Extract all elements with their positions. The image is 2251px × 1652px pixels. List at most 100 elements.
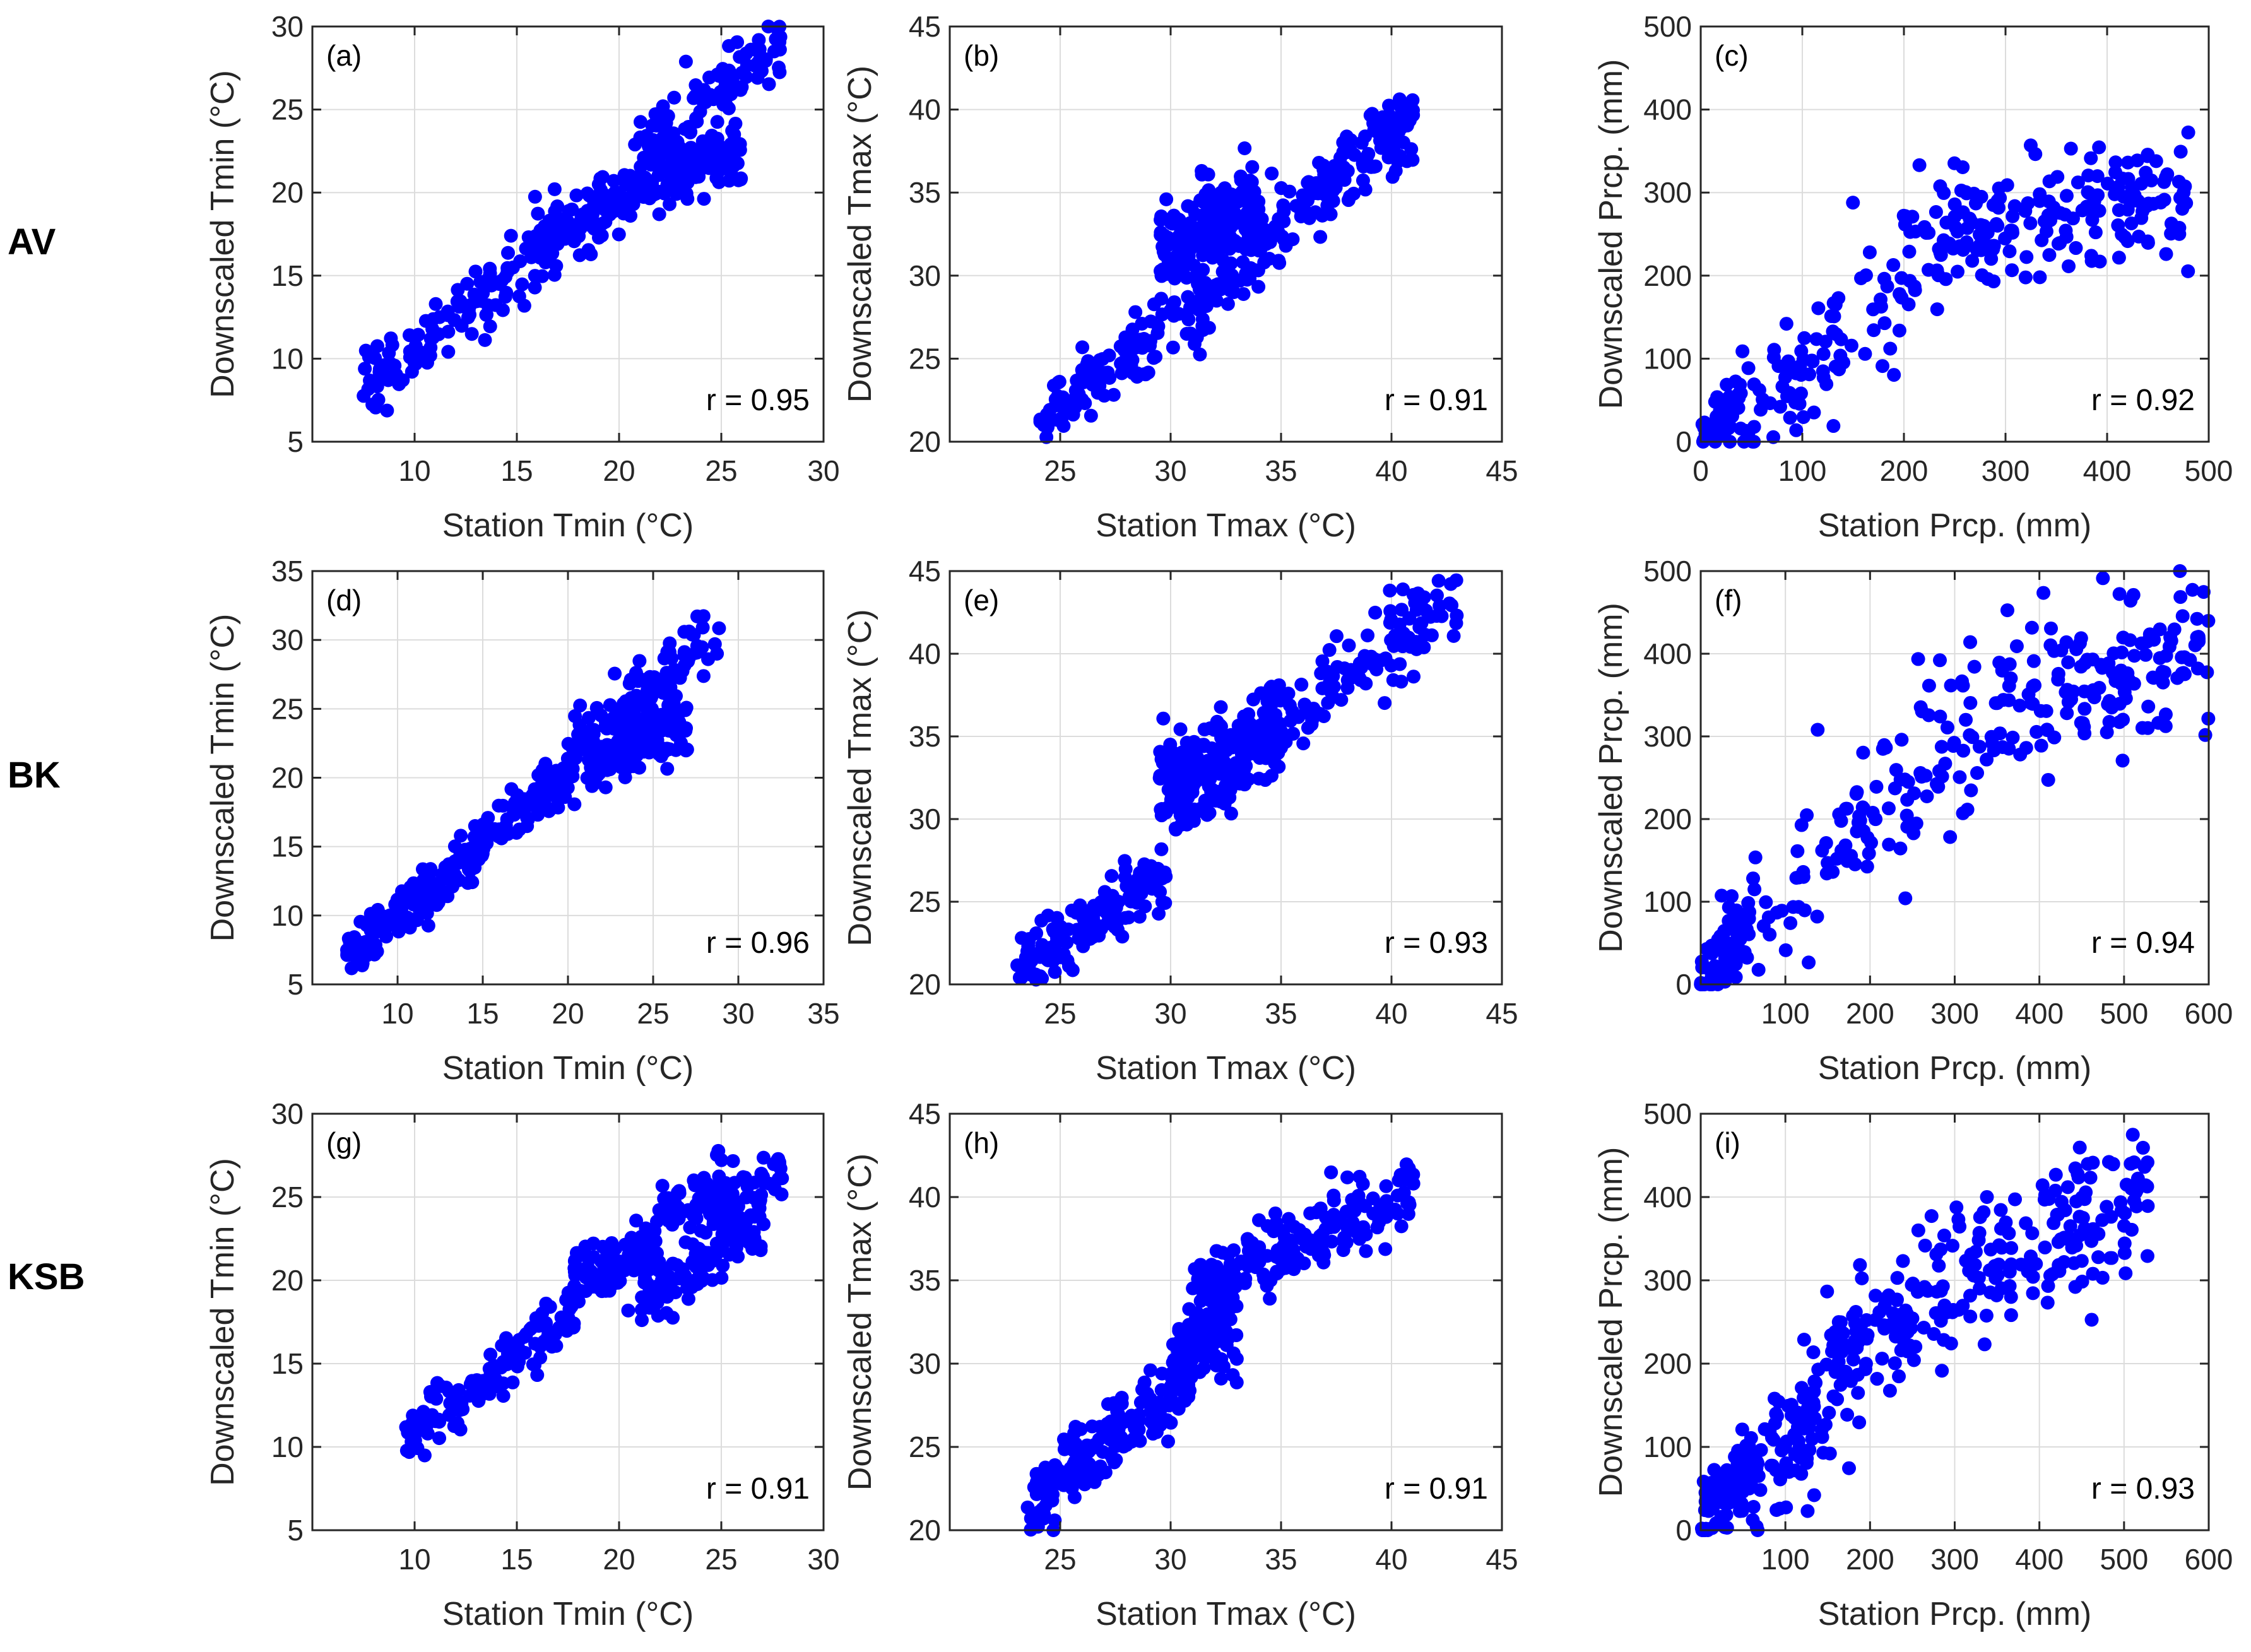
data-point	[512, 822, 527, 837]
data-point	[1878, 1291, 1893, 1306]
data-point	[2118, 1266, 2133, 1280]
data-point	[1449, 573, 1463, 587]
data-point	[663, 197, 677, 211]
data-point	[500, 1338, 514, 1352]
data-point	[1911, 1223, 1925, 1237]
data-point	[417, 1448, 432, 1463]
data-point	[757, 1176, 771, 1190]
data-point	[1962, 1263, 1976, 1278]
data-point	[2024, 1249, 2038, 1264]
data-point	[624, 1230, 639, 1245]
data-point	[1800, 1504, 1815, 1518]
data-point	[1395, 98, 1410, 112]
data-point	[754, 64, 769, 79]
data-point	[657, 1191, 671, 1206]
x-tick-label: 400	[2015, 1543, 2064, 1576]
data-point	[1398, 112, 1412, 126]
data-point	[596, 1239, 610, 1254]
data-point	[1130, 366, 1145, 381]
data-point	[1936, 233, 1951, 247]
data-point	[1075, 363, 1089, 377]
data-point	[2034, 738, 2048, 753]
data-point	[2170, 671, 2185, 685]
data-point	[1842, 1461, 1857, 1475]
data-point	[483, 261, 497, 276]
data-point	[562, 204, 576, 218]
data-point	[1826, 1389, 1841, 1403]
data-point	[551, 227, 565, 242]
data-point	[1963, 214, 1978, 228]
data-point	[1855, 1271, 1869, 1285]
row-label-av: AV	[8, 221, 56, 263]
data-point	[1949, 1200, 1964, 1215]
data-point	[1188, 269, 1203, 284]
data-point	[2190, 611, 2204, 626]
panel-h: 25 30 35 40 45 20 25 30 35 40 45 Station Tmax (°C) D…	[842, 1097, 1518, 1632]
data-point	[1156, 711, 1171, 726]
data-point	[1940, 720, 1954, 735]
data-point	[1735, 1422, 1749, 1437]
data-point	[1051, 375, 1065, 390]
data-point	[1934, 248, 1948, 263]
data-point	[2115, 753, 2130, 768]
data-point	[1734, 422, 1748, 436]
data-point	[2091, 1250, 2106, 1265]
data-point	[1920, 789, 1934, 804]
data-point	[2136, 1140, 2150, 1155]
data-point	[1896, 1254, 1910, 1268]
data-point	[561, 1285, 576, 1300]
data-point	[538, 798, 552, 812]
y-tick-label: 10	[271, 899, 304, 932]
scatter-series	[1033, 92, 1421, 444]
data-point	[1137, 857, 1152, 871]
data-point	[2140, 1249, 2154, 1263]
x-tick-label: 35	[1265, 454, 1297, 487]
data-point	[646, 672, 661, 687]
data-point	[617, 1263, 632, 1278]
data-point	[1231, 194, 1245, 209]
data-point	[1222, 1279, 1236, 1294]
data-point	[1849, 1324, 1864, 1338]
data-point	[1846, 1352, 1860, 1367]
data-point	[392, 377, 406, 391]
data-point	[1141, 365, 1155, 380]
y-tick-label: 5	[287, 1514, 304, 1547]
y-tick-label: 200	[1643, 803, 1692, 835]
data-point	[1872, 1305, 1887, 1319]
data-point	[2120, 155, 2135, 170]
data-point	[432, 1431, 447, 1446]
data-point	[2091, 1227, 2106, 1241]
data-point	[2084, 1313, 2099, 1327]
data-point	[1154, 752, 1169, 767]
data-point	[1791, 1434, 1805, 1448]
data-point	[2137, 1160, 2152, 1174]
data-point	[1953, 770, 1967, 784]
data-point	[1913, 766, 1928, 781]
data-point	[1326, 1188, 1341, 1203]
y-tick-label: 35	[909, 1264, 941, 1297]
y-tick-label: 30	[271, 623, 304, 656]
data-point	[1173, 722, 1188, 736]
data-point	[1263, 1273, 1278, 1288]
data-point	[584, 733, 599, 748]
data-point	[1251, 723, 1266, 738]
data-point	[430, 879, 445, 894]
data-point	[2117, 1236, 2132, 1251]
data-point	[1742, 905, 1757, 919]
data-point	[1894, 733, 1909, 747]
data-point	[1715, 888, 1729, 903]
data-point	[2153, 651, 2167, 665]
data-point	[1956, 678, 1970, 693]
data-point	[1181, 815, 1196, 830]
x-tick-label: 30	[807, 454, 839, 487]
data-point	[1768, 1416, 1782, 1431]
data-point	[1358, 182, 1373, 197]
data-point	[539, 1296, 553, 1311]
data-point	[1155, 307, 1169, 322]
data-point	[2108, 165, 2123, 180]
data-point	[428, 297, 443, 311]
data-point	[1282, 184, 1297, 199]
data-point	[2066, 684, 2081, 699]
data-point	[1851, 1386, 1865, 1400]
data-point	[596, 1270, 610, 1284]
